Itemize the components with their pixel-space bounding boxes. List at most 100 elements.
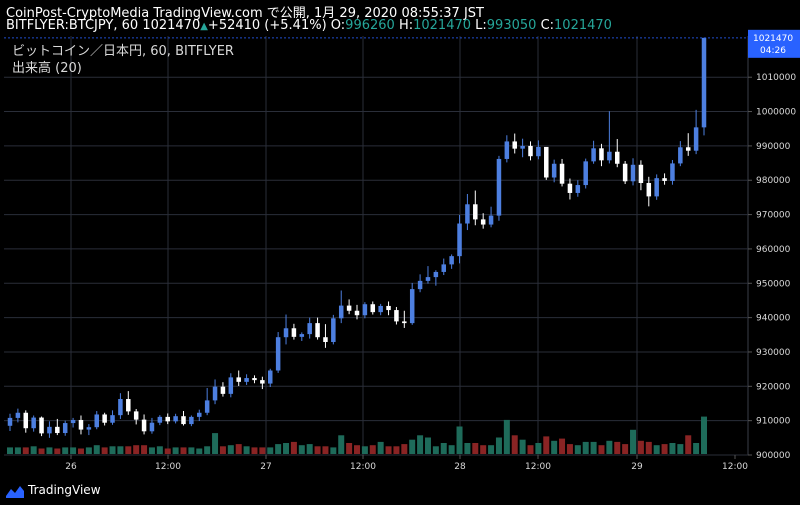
volume-bar [109,446,116,454]
candle-body [181,416,186,425]
price-change: +52410 (+5.41%) [207,18,327,33]
volume-bar [180,447,187,454]
candle-body [575,185,581,193]
volume-bar [251,447,258,454]
volume-bar [661,444,668,454]
volume-bar [488,445,495,454]
y-tick-label: 960000 [756,245,791,255]
volume-bar [267,447,274,454]
candle-body [615,151,620,164]
volume-bar [298,445,305,454]
high-value: 1021470 [413,18,472,33]
candle-body [583,161,588,186]
y-tick-label: 1000000 [756,108,796,118]
symbol-label: BITFLYER:BTCJPY, 60 [6,18,139,33]
volume-bar [606,440,613,454]
volume-bar [598,445,605,454]
volume-bar [472,443,479,454]
volume-bar [14,447,21,454]
candle-body [7,417,13,426]
candle-body [544,146,549,178]
low-value: 993050 [486,18,537,33]
volume-bar [480,445,487,454]
volume-legend[interactable]: 出来高 (20) [12,61,82,76]
candle-body [86,427,92,430]
volume-bar [354,445,360,454]
candle-body [465,204,470,224]
volume-bar [46,447,53,454]
candle-body [512,141,517,149]
close-value: 1021470 [554,18,612,33]
volume-bar [290,441,297,454]
candle-body [346,305,352,311]
volume-bar [653,445,660,454]
last-price: 1021470 [142,18,201,33]
x-tick-label: 26 [65,462,77,472]
volume-bar [432,446,439,454]
candle-body [15,412,21,418]
candle-body [496,158,502,216]
high-label: H: [398,18,414,33]
candle-body [654,178,659,197]
candle-body [433,271,439,278]
chart-background [0,0,800,477]
candle-body [102,414,107,423]
volume-bar [385,446,392,454]
candle-body [70,419,76,424]
tradingview-logo-icon[interactable] [6,484,24,498]
volume-bar [401,444,408,454]
x-tick-label: 29 [631,462,643,472]
y-tick-label: 930000 [756,348,791,358]
candle-body [591,148,596,162]
volume-bar [117,446,124,454]
series-legend[interactable]: ビットコイン／日本円, 60, BITFLYER [12,44,234,59]
candle-body [646,182,652,197]
candle-body [133,411,139,420]
last-price-tag [748,29,800,58]
volume-bar [243,446,250,454]
candle-body [260,380,265,384]
y-tick-label: 940000 [756,314,791,324]
candle-body [307,323,312,335]
price-chart[interactable]: 900000 910000 920000 930000 940000 950000 9600… [0,0,800,477]
publish-info: CoinPost-CryptoMedia TradingView.com で公開… [6,6,484,21]
x-tick-label: 27 [260,462,271,472]
candle-body [299,334,305,337]
volume-bar [448,445,455,454]
volume-bar [7,447,13,454]
volume-bar [527,445,534,454]
volume-bar [377,441,384,454]
candle-body [457,223,462,257]
candle-body [141,419,147,432]
volume-bar [306,444,313,454]
volume-bar [235,444,242,454]
volume-bar [283,443,290,454]
volume-bar [164,448,171,454]
x-tick-label: 28 [454,462,466,472]
candle-body [504,141,510,159]
candle-body [480,219,486,225]
candle-body [220,386,226,394]
candle-countdown: 04:26 [760,46,786,56]
candle-body [39,417,44,434]
candle-body [110,415,115,423]
volume-bar [582,441,589,454]
candle-body [630,164,636,182]
volume-bar [677,444,684,454]
candle-body [678,147,683,164]
volume-bar [338,435,345,454]
volume-bar [275,444,282,454]
candle-body [157,416,163,423]
volume-bar [22,447,29,454]
candle-body [283,328,289,338]
volume-bar [701,416,707,454]
volume-bar [630,429,637,454]
volume-bar [614,441,621,454]
volume-bar [172,447,179,454]
candle-body [473,204,478,220]
tradingview-brand[interactable]: TradingView [28,483,101,497]
candle-body [528,145,533,157]
volume-bar [54,448,61,454]
volume-bar [85,447,92,454]
volume-bar [196,448,203,454]
